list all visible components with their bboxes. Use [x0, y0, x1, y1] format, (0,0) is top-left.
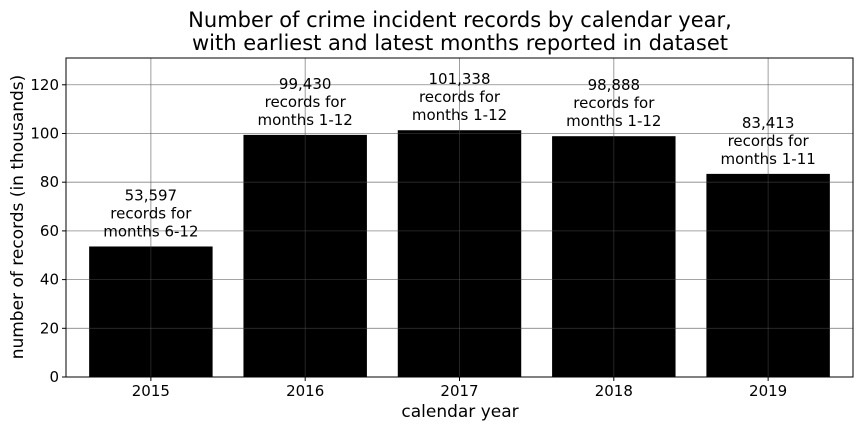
x-axis-label: calendar year	[401, 402, 518, 422]
bar-data-label: months 1-12	[412, 106, 507, 124]
plot-frame	[65, 57, 854, 378]
bar-data-label: records for	[573, 94, 655, 112]
y-tick-label: 40	[40, 271, 59, 289]
chart-title-line-1: Number of crime incident records by cale…	[188, 8, 732, 32]
bar-data-label: 98,888	[588, 76, 641, 94]
y-axis-label: number of records (in thousands)	[8, 75, 28, 360]
y-tick-label: 60	[40, 222, 59, 240]
grid-overlay	[66, 58, 853, 378]
y-tick-label: 100	[30, 124, 59, 142]
y-tick-label: 120	[30, 76, 59, 94]
bar-data-label: 99,430	[279, 75, 332, 93]
bar-data-label: months 1-11	[720, 150, 815, 168]
bar-data-label: months 6-12	[103, 222, 198, 240]
y-tick-label: 0	[49, 368, 59, 386]
bar-data-label: records for	[419, 88, 501, 106]
x-tick-label: 2015	[132, 382, 170, 400]
x-tick-label: 2019	[749, 382, 787, 400]
chart-title-line-2: with earliest and latest months reported…	[192, 31, 728, 55]
y-tick-label: 80	[40, 173, 59, 191]
bar-data-label: 83,413	[742, 114, 795, 132]
bar-data-label: months 1-12	[258, 111, 353, 129]
bar-data-label: records for	[728, 132, 810, 150]
x-tick-label: 2017	[440, 382, 478, 400]
x-tick-label: 2018	[595, 382, 633, 400]
bar-data-label: records for	[110, 204, 192, 222]
bar-data-label: months 1-12	[566, 112, 661, 130]
bar-data-label: 101,338	[428, 70, 490, 88]
bar-data-label: records for	[265, 93, 347, 111]
y-tick-label: 20	[40, 319, 59, 337]
x-tick-label: 2016	[286, 382, 324, 400]
axis-layer: 0 20 40 60 80 100 120 2015 2016 2017 2018 2019	[30, 76, 787, 400]
bar-data-label: 53,597	[125, 186, 178, 204]
